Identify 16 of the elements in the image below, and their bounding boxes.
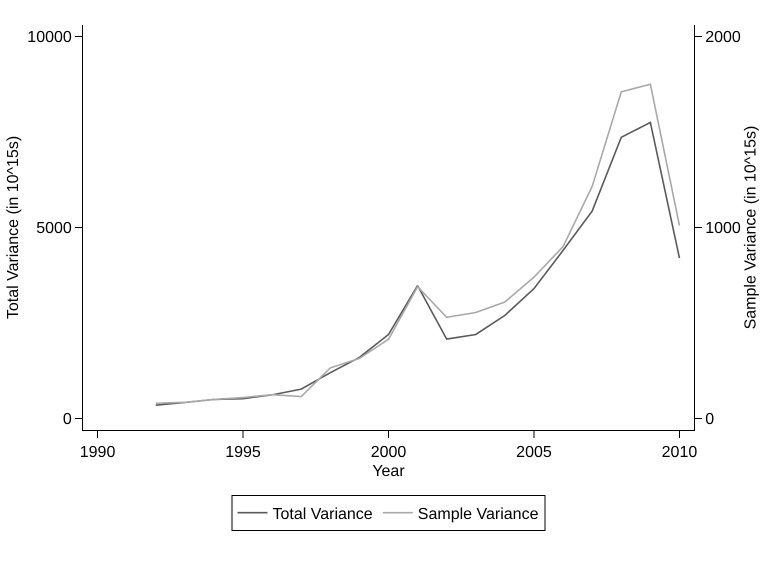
legend-label: Sample Variance [418,506,539,523]
y2-tick-label: 2000 [705,29,741,46]
x-tick-label: 2000 [370,444,406,462]
y-tick-label: 10000 [27,29,72,46]
legend-label: Total Variance [272,506,373,523]
x-tick-label: 2005 [516,444,552,462]
x-axis-title: Year [372,462,406,480]
y-tick-label: 5000 [36,220,72,238]
y2-tick-label: 0 [705,411,714,428]
x-tick-label: 1990 [80,444,116,462]
x-tick-label: 2010 [662,444,698,462]
y2-axis-title: Sample Variance (in 10^15s) [742,126,760,330]
y-tick-label: 0 [62,411,72,428]
y2-tick-label: 1000 [705,220,741,238]
y-axis-title: Total Variance (in 10^15s) [5,136,22,320]
x-tick-label: 1995 [225,444,261,462]
